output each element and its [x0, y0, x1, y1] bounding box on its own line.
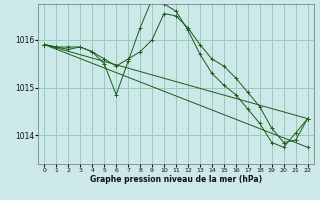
X-axis label: Graphe pression niveau de la mer (hPa): Graphe pression niveau de la mer (hPa) — [90, 175, 262, 184]
